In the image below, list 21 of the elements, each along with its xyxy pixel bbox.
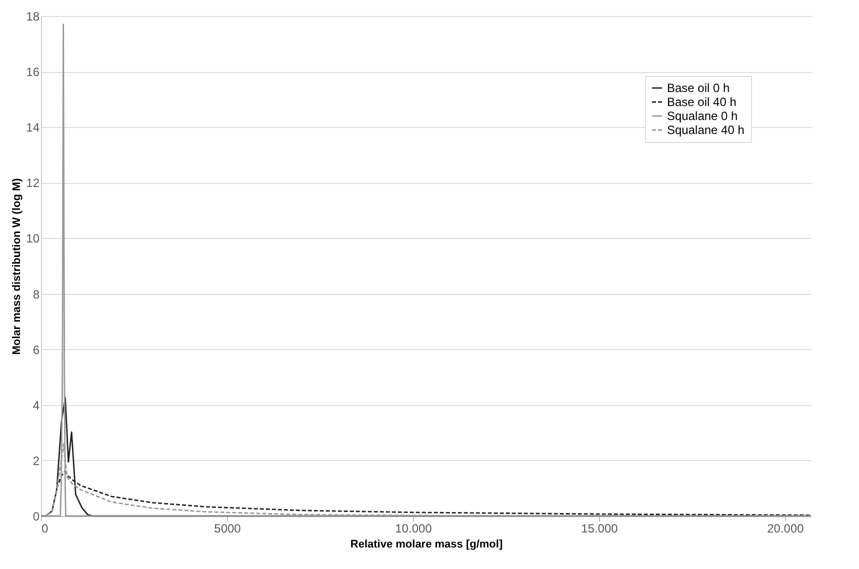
legend-label: Base oil 0 h — [667, 81, 730, 95]
y-tick-label: 12 — [26, 176, 40, 190]
x-tick-label: 10.000 — [395, 522, 432, 536]
y-tick-label: 2 — [32, 454, 40, 468]
x-tick-label: 0 — [42, 522, 48, 536]
x-tick-label: 15.000 — [581, 522, 618, 536]
legend-label: Squalane 0 h — [667, 109, 738, 123]
legend-label: Squalane 40 h — [667, 123, 744, 137]
y-tick-label: 8 — [32, 287, 40, 302]
y-tick-label: 4 — [32, 398, 40, 412]
x-tick-label: 20.000 — [767, 522, 804, 536]
y-tick-label: 6 — [32, 342, 40, 357]
y-axis-title: Molar mass distribution W (log M) — [11, 178, 24, 355]
y-tick-label: 10 — [26, 232, 40, 246]
x-axis-title: Relative molare mass [g/mol] — [350, 538, 503, 550]
legend-label: Base oil 40 h — [667, 95, 736, 109]
x-tick-label: 5000 — [214, 522, 242, 536]
y-tick-label: 18 — [26, 10, 40, 24]
y-tick-label: 14 — [26, 120, 40, 135]
y-tick-label: 16 — [26, 65, 40, 80]
y-tick-label: 0 — [32, 510, 40, 524]
